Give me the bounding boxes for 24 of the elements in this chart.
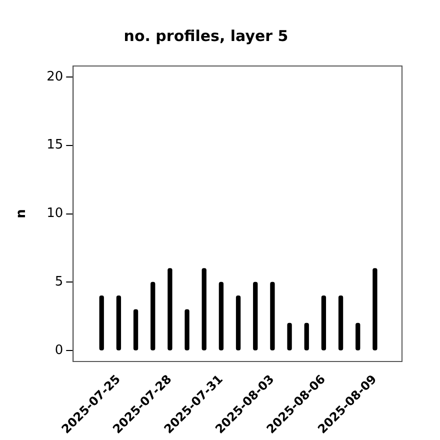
chart-title: no. profiles, layer 5 [124, 26, 288, 45]
bar [133, 309, 138, 350]
y-tick-label: 15 [46, 138, 64, 153]
bar [184, 309, 190, 350]
y-tick-label: 20 [46, 69, 64, 84]
bar [304, 322, 309, 350]
bar [218, 282, 224, 350]
bar [236, 296, 241, 350]
bar [202, 268, 206, 350]
bar [150, 282, 156, 350]
y-axis-title: n [14, 209, 30, 218]
bar [338, 296, 344, 350]
bar [168, 268, 172, 350]
bar [356, 322, 360, 350]
bar [321, 296, 326, 350]
bar [99, 296, 104, 350]
y-tick-label: 0 [54, 342, 64, 358]
bar [372, 268, 378, 350]
bar [287, 322, 292, 350]
bar [116, 296, 122, 350]
y-tick-label: 5 [54, 274, 64, 290]
y-tick-label: 10 [46, 206, 64, 222]
bar [270, 282, 275, 350]
bar [253, 282, 258, 350]
